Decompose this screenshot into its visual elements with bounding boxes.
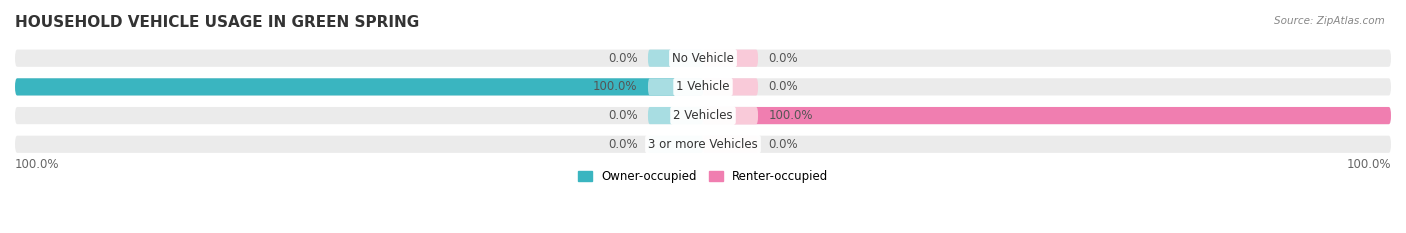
FancyBboxPatch shape (703, 50, 758, 67)
Text: Source: ZipAtlas.com: Source: ZipAtlas.com (1274, 16, 1385, 26)
FancyBboxPatch shape (703, 136, 758, 153)
Text: 0.0%: 0.0% (768, 52, 799, 65)
Text: 0.0%: 0.0% (768, 138, 799, 151)
Text: 2 Vehicles: 2 Vehicles (673, 109, 733, 122)
FancyBboxPatch shape (15, 78, 1391, 96)
Legend: Owner-occupied, Renter-occupied: Owner-occupied, Renter-occupied (572, 165, 834, 188)
FancyBboxPatch shape (15, 107, 1391, 124)
Text: No Vehicle: No Vehicle (672, 52, 734, 65)
Text: 1 Vehicle: 1 Vehicle (676, 80, 730, 93)
Text: 3 or more Vehicles: 3 or more Vehicles (648, 138, 758, 151)
Text: 0.0%: 0.0% (607, 138, 638, 151)
FancyBboxPatch shape (15, 136, 1391, 153)
Text: 100.0%: 100.0% (768, 109, 813, 122)
FancyBboxPatch shape (15, 78, 703, 96)
Text: 100.0%: 100.0% (1347, 158, 1391, 171)
Text: 0.0%: 0.0% (768, 80, 799, 93)
FancyBboxPatch shape (703, 107, 758, 124)
FancyBboxPatch shape (703, 107, 1391, 124)
FancyBboxPatch shape (703, 78, 758, 96)
Text: 100.0%: 100.0% (593, 80, 638, 93)
FancyBboxPatch shape (648, 78, 703, 96)
Text: 0.0%: 0.0% (607, 52, 638, 65)
FancyBboxPatch shape (648, 107, 703, 124)
FancyBboxPatch shape (648, 50, 703, 67)
Text: 100.0%: 100.0% (15, 158, 59, 171)
FancyBboxPatch shape (15, 50, 1391, 67)
Text: HOUSEHOLD VEHICLE USAGE IN GREEN SPRING: HOUSEHOLD VEHICLE USAGE IN GREEN SPRING (15, 15, 419, 30)
FancyBboxPatch shape (648, 136, 703, 153)
Text: 0.0%: 0.0% (607, 109, 638, 122)
